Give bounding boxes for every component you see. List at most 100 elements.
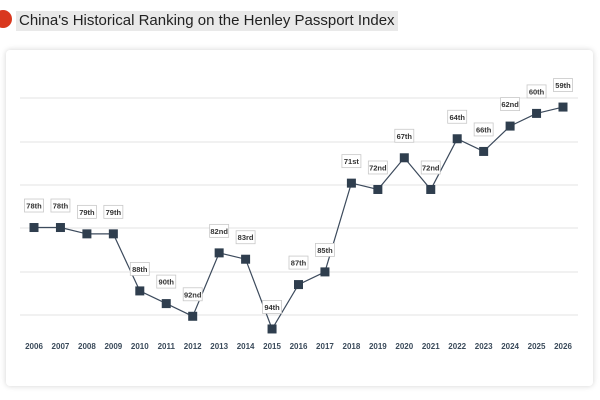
data-label-box (235, 230, 256, 245)
data-label-text: 60th (529, 87, 545, 96)
data-point (505, 121, 515, 131)
data-point (426, 184, 436, 194)
data-label: 87th (288, 255, 309, 270)
data-label-box (341, 154, 362, 169)
data-label: 82nd (209, 223, 230, 238)
x-tick-label: 2017 (316, 342, 334, 351)
data-label-box (129, 262, 150, 276)
data-label-text: 72nd (422, 163, 440, 172)
x-tick-label: 2016 (290, 342, 308, 351)
data-point (373, 184, 383, 194)
data-label-box (394, 128, 415, 143)
data-label: 79th (77, 204, 97, 219)
data-label: 83rd (235, 230, 256, 245)
data-label-text: 88th (132, 265, 148, 274)
data-label: 88th (129, 262, 150, 276)
data-label-box (262, 300, 282, 314)
data-label: 62nd (500, 97, 521, 111)
x-tick-label: 2008 (78, 342, 96, 351)
data-point (135, 286, 145, 296)
data-point (558, 102, 568, 112)
x-tick-label: 2010 (131, 342, 149, 351)
x-tick-label: 2009 (104, 342, 122, 351)
data-label: 72nd (367, 160, 388, 175)
data-label-box (50, 198, 71, 213)
data-label-text: 90th (159, 278, 175, 287)
data-label-box (500, 97, 521, 111)
data-point (55, 223, 65, 233)
data-label: 85th (315, 242, 335, 257)
data-label-box (103, 204, 124, 219)
data-point (399, 153, 409, 163)
red-dot-icon (0, 10, 12, 28)
x-tick-label: 2013 (210, 342, 228, 351)
data-label: 66th (473, 122, 494, 137)
data-label-text: 82nd (210, 227, 228, 236)
x-tick-label: 2014 (237, 342, 255, 351)
data-label-text: 87th (291, 259, 307, 268)
data-label: 64th (447, 109, 468, 124)
data-label: 78th (50, 198, 71, 213)
x-tick-label: 2022 (448, 342, 466, 351)
data-label-text: 72nd (369, 163, 387, 172)
x-tick-label: 2007 (52, 342, 70, 351)
data-label-text: 79th (106, 208, 122, 217)
data-label-box (24, 198, 44, 213)
data-point (241, 254, 251, 264)
data-label-box (77, 204, 97, 219)
x-tick-label: 2015 (263, 342, 281, 351)
data-label: 72nd (420, 160, 441, 175)
data-label-box (156, 274, 177, 289)
x-tick-label: 2026 (554, 342, 572, 351)
data-point (294, 280, 303, 290)
data-label-text: 83rd (238, 233, 254, 242)
data-label-box (473, 122, 494, 137)
data-point (346, 178, 356, 188)
data-label-text: 62nd (501, 100, 519, 109)
data-label-box (526, 84, 547, 99)
x-tick-label: 2021 (422, 342, 440, 351)
data-label: 60th (526, 84, 547, 99)
x-tick-label: 2006 (25, 342, 43, 351)
data-label-box (447, 109, 468, 124)
x-tick-label: 2020 (395, 342, 413, 351)
x-tick-label: 2018 (343, 342, 361, 351)
x-tick-label: 2012 (184, 342, 202, 351)
data-point (108, 229, 118, 239)
data-point (82, 229, 92, 239)
header: China's Historical Ranking on the Henley… (0, 0, 600, 44)
data-label-text: 78th (26, 202, 42, 211)
data-label-box (553, 78, 573, 92)
x-tick-label: 2023 (475, 342, 493, 351)
x-tick-label: 2011 (158, 342, 176, 351)
data-point (452, 134, 462, 144)
data-label-text: 79th (79, 208, 95, 217)
data-label-text: 67th (397, 132, 413, 141)
data-point (532, 108, 542, 118)
data-label: 71st (341, 154, 362, 169)
data-label: 90th (156, 274, 177, 289)
page-title: China's Historical Ranking on the Henley… (16, 11, 398, 31)
data-point (214, 248, 224, 258)
data-label-box (288, 255, 309, 270)
data-label-text: 94th (264, 303, 280, 312)
x-tick-label: 2024 (501, 342, 519, 351)
x-tick-label: 2025 (528, 342, 546, 351)
data-label: 92nd (182, 287, 203, 302)
data-label-box (420, 160, 441, 175)
data-point (479, 146, 489, 156)
data-label: 94th (262, 300, 282, 314)
data-label-text: 92nd (184, 290, 202, 299)
data-point (320, 267, 330, 277)
data-label-text: 78th (53, 202, 69, 211)
data-point (267, 324, 277, 334)
data-point (161, 299, 171, 309)
data-label-box (182, 287, 203, 302)
data-label: 79th (103, 204, 124, 219)
data-label: 67th (394, 128, 415, 143)
data-label: 78th (24, 198, 44, 213)
data-label-box (315, 242, 335, 257)
data-label-box (367, 160, 388, 175)
data-label-text: 85th (317, 246, 333, 255)
